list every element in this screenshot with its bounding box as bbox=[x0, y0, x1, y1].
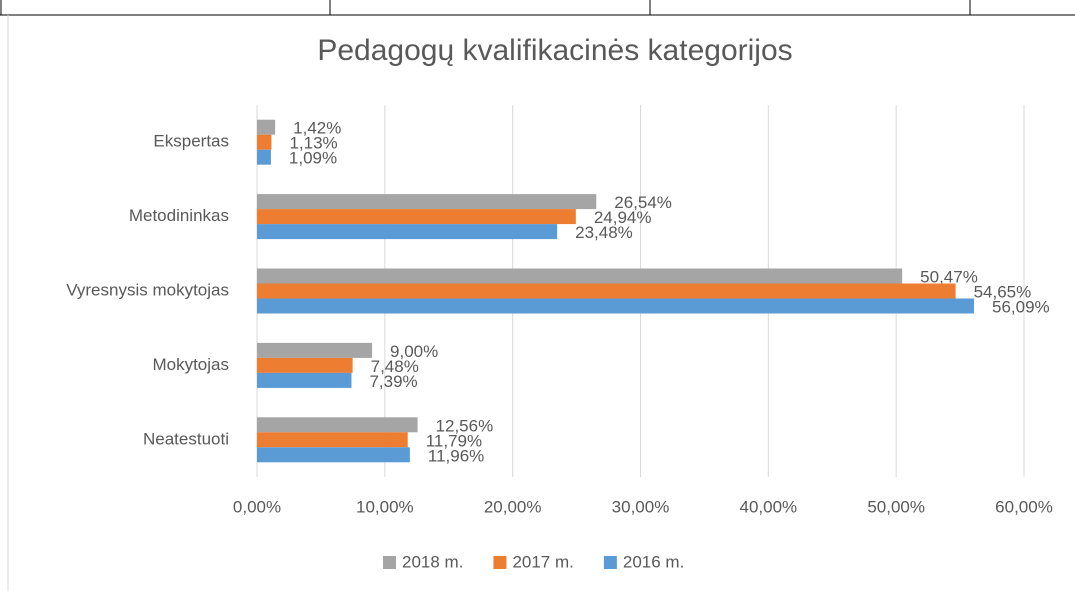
data-label: 1,13% bbox=[289, 134, 337, 153]
data-label: 23,48% bbox=[575, 223, 633, 242]
y-tick-label: Vyresnysis mokytojas bbox=[66, 280, 229, 299]
x-tick-label: 30,00% bbox=[612, 497, 670, 516]
bar bbox=[257, 357, 353, 373]
x-tick-label: 60,00% bbox=[995, 497, 1053, 516]
data-label: 9,00% bbox=[390, 342, 438, 361]
bar bbox=[257, 298, 975, 314]
bar bbox=[257, 372, 352, 388]
data-label: 50,47% bbox=[920, 267, 978, 286]
data-label: 1,09% bbox=[289, 149, 337, 168]
legend-label: 2016 m. bbox=[623, 552, 684, 571]
data-label: 56,09% bbox=[992, 297, 1050, 316]
y-tick-label: Metodininkas bbox=[129, 206, 229, 225]
data-label: 1,42% bbox=[293, 119, 341, 138]
chart-title: Pedagogų kvalifikacinės kategorijos bbox=[317, 34, 792, 67]
legend-label: 2017 m. bbox=[512, 552, 573, 571]
bar bbox=[257, 194, 597, 210]
legend-swatch bbox=[603, 556, 617, 569]
bar bbox=[257, 134, 272, 150]
y-tick-label: Neatestuoti bbox=[143, 429, 229, 448]
legend-swatch bbox=[383, 556, 396, 569]
y-tick-label: Ekspertas bbox=[153, 132, 229, 151]
data-label: 7,48% bbox=[371, 357, 419, 376]
bar bbox=[257, 224, 558, 240]
bar bbox=[257, 209, 576, 225]
x-tick-label: 20,00% bbox=[484, 497, 542, 516]
legend-swatch bbox=[493, 556, 507, 569]
data-label: 24,94% bbox=[594, 208, 652, 227]
x-tick-label: 40,00% bbox=[739, 497, 797, 516]
x-tick-label: 10,00% bbox=[356, 497, 414, 516]
data-label: 54,65% bbox=[974, 282, 1032, 301]
bar bbox=[257, 342, 373, 358]
data-label: 11,79% bbox=[426, 431, 482, 450]
bar bbox=[257, 432, 408, 448]
bar bbox=[257, 417, 418, 433]
bar bbox=[257, 149, 271, 165]
bar bbox=[257, 283, 956, 299]
legend-label: 2018 m. bbox=[402, 552, 463, 571]
y-tick-label: Mokytojas bbox=[152, 355, 229, 374]
bar bbox=[257, 447, 410, 463]
data-label: 7,39% bbox=[369, 372, 417, 391]
x-tick-label: 0,00% bbox=[233, 497, 281, 516]
x-tick-label: 50,00% bbox=[867, 497, 925, 516]
bar bbox=[257, 268, 903, 284]
bar bbox=[257, 119, 276, 135]
data-label: 11,96% bbox=[428, 446, 484, 465]
data-label: 12,56% bbox=[436, 416, 494, 435]
data-label: 26,54% bbox=[614, 193, 672, 212]
